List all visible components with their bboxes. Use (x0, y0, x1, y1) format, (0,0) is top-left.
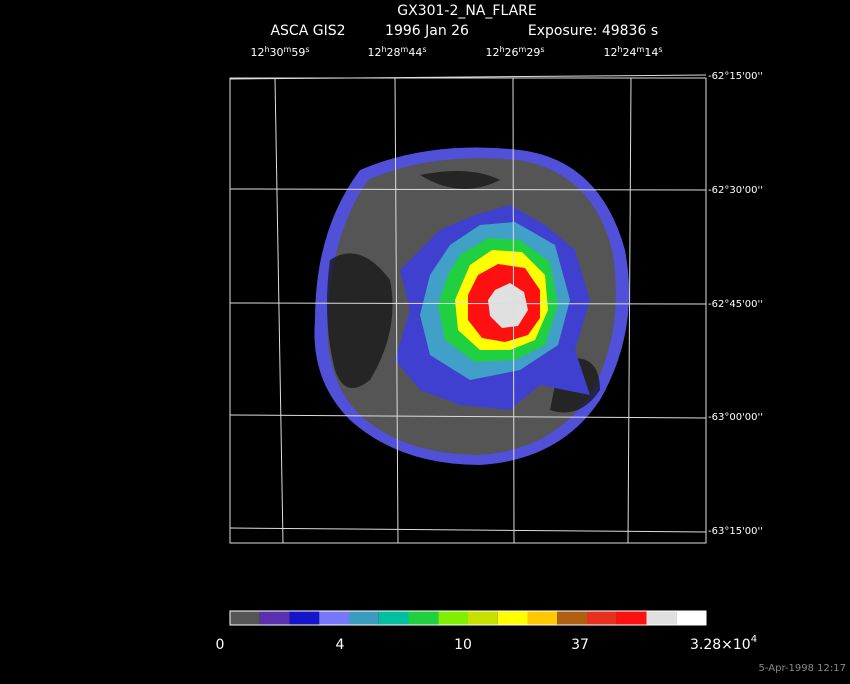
colorbar-swatch (259, 611, 290, 625)
colorbar-swatch (408, 611, 439, 625)
ra-value: 30 (270, 46, 284, 59)
ra-value: 12 (603, 46, 617, 59)
colorbar-swatch (438, 611, 468, 625)
ra-value: 26 (505, 46, 519, 59)
colorbar-swatch (557, 611, 587, 625)
colorbar-swatch (378, 611, 409, 625)
colorbar-swatch (527, 611, 558, 625)
ra-unit: m (401, 45, 409, 54)
colorbar-max-label: 3.28×104 (690, 634, 757, 653)
ra-unit: h (617, 45, 622, 54)
ra-value: 12 (250, 46, 264, 59)
colorbar-label: 0 (216, 637, 225, 653)
dec-labels: -62°15'00'' -62°30'00'' -62°45'00'' -63°00'… (708, 71, 763, 537)
ra-label: 12h30m59s (250, 45, 309, 60)
ra-unit: m (637, 45, 645, 54)
colorbar-swatch (646, 611, 677, 625)
ra-value: 12 (485, 46, 499, 59)
coordinate-grid (229, 74, 707, 544)
dec-label: -63°00'00'' (708, 412, 763, 423)
ra-value: 44 (408, 46, 422, 59)
colorbar-swatch (616, 611, 647, 625)
colorbar-swatch (319, 611, 349, 625)
mantissa: 3.28×10 (690, 637, 751, 653)
colorbar-swatch (587, 611, 617, 625)
ra-unit: m (519, 45, 527, 54)
timestamp: 5-Apr-1998 12:17 (759, 663, 846, 674)
colorbar-label: 4 (336, 637, 345, 653)
colorbar-swatch (230, 611, 260, 625)
ra-unit: s (540, 45, 544, 54)
xray-image (314, 147, 630, 465)
colorbar-swatch (497, 611, 528, 625)
ra-unit: h (499, 45, 504, 54)
ra-value: 28 (387, 46, 401, 59)
colorbar-label: 37 (571, 637, 589, 653)
date: 1996 Jan 26 (385, 23, 469, 39)
dec-label: -62°30'00'' (708, 185, 763, 196)
colorbar-swatch (289, 611, 320, 625)
exponent: 4 (751, 634, 757, 645)
ra-unit: s (422, 45, 426, 54)
colorbar-swatch (676, 611, 706, 625)
colorbar-label: 10 (454, 637, 472, 653)
ra-labels: 12h30m59s 12h28m44s 12h26m29s 12h24m14s (250, 45, 662, 60)
ra-unit: s (658, 45, 662, 54)
ra-unit: h (264, 45, 269, 54)
instrument: ASCA GIS2 (270, 23, 345, 39)
ra-label: 12h28m44s (367, 45, 426, 60)
colorbar-frame (229, 610, 707, 626)
ra-value: 29 (526, 46, 540, 59)
ra-label: 12h24m14s (603, 45, 662, 60)
ra-unit: h (381, 45, 386, 54)
colorbar: 0 4 10 37 3.28×104 (216, 610, 757, 653)
ra-unit: s (305, 45, 309, 54)
dec-label: -62°45'00'' (708, 299, 763, 310)
ra-value: 12 (367, 46, 381, 59)
ra-unit: m (284, 45, 292, 54)
dec-label: -63°15'00'' (708, 526, 763, 537)
ra-value: 24 (623, 46, 637, 59)
ra-value: 14 (644, 46, 658, 59)
dec-label: -62°15'00'' (708, 71, 763, 82)
ra-label: 12h26m29s (485, 45, 544, 60)
colorbar-swatch (468, 611, 498, 625)
colorbar-swatch (349, 611, 379, 625)
ra-value: 59 (291, 46, 305, 59)
exposure: Exposure: 49836 s (528, 23, 658, 39)
object-title: GX301-2_NA_FLARE (397, 3, 537, 19)
